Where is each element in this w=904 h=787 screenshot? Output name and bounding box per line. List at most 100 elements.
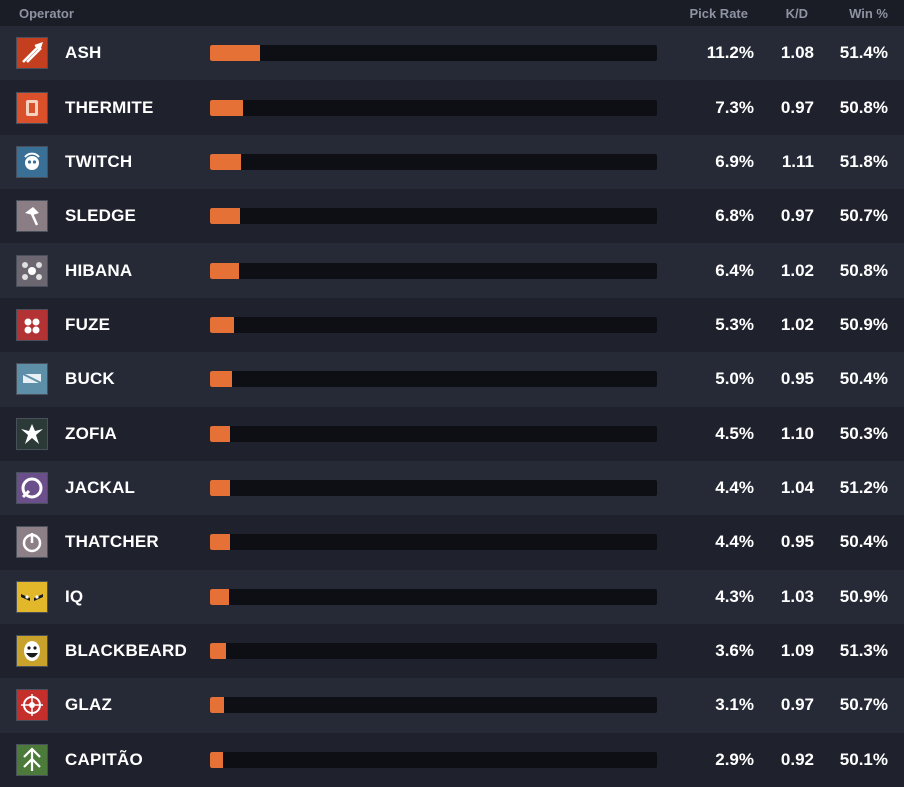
table-header: Operator Pick Rate K/D Win %: [0, 0, 904, 26]
pick-rate-bar-fill: [210, 153, 241, 170]
table-row[interactable]: CAPITÃO 2.9% 0.92 50.1%: [0, 732, 904, 787]
kd-value: 0.95: [780, 532, 814, 552]
pick-rate-bar: [210, 208, 657, 225]
table-row[interactable]: HIBANA 6.4% 1.02 50.8%: [0, 243, 904, 298]
kd-value: 0.97: [780, 206, 814, 226]
pick-rate-bar: [210, 751, 657, 768]
win-rate-value: 50.1%: [839, 749, 888, 769]
operator-name[interactable]: SLEDGE: [65, 206, 137, 226]
pick-rate-bar-fill: [210, 534, 230, 551]
operator-name[interactable]: HIBANA: [65, 260, 133, 280]
win-rate-value: 51.3%: [839, 641, 888, 661]
pick-rate-bar-fill: [210, 643, 226, 660]
pick-rate-bar: [210, 480, 657, 497]
win-rate-value: 51.8%: [839, 151, 888, 171]
win-rate-value: 50.7%: [839, 206, 888, 226]
iq-icon: [16, 580, 48, 613]
operator-name[interactable]: GLAZ: [65, 695, 113, 715]
table-row[interactable]: JACKAL 4.4% 1.04 51.2%: [0, 460, 904, 516]
pick-rate-bar-fill: [210, 99, 243, 116]
pick-rate-bar: [210, 534, 657, 551]
table-row[interactable]: SLEDGE 6.8% 0.97 50.7%: [0, 189, 904, 244]
zofia-icon: [16, 417, 48, 450]
pick-rate-value: 7.3%: [715, 97, 754, 117]
glaz-icon: [16, 689, 48, 722]
pick-rate-bar: [210, 425, 657, 442]
column-header-operator[interactable]: Operator: [19, 5, 74, 21]
table-row[interactable]: THATCHER 4.4% 0.95 50.4%: [0, 515, 904, 570]
kd-value: 0.95: [780, 369, 814, 389]
table-row[interactable]: THERMITE 7.3% 0.97 50.8%: [0, 80, 904, 135]
operator-name[interactable]: FUZE: [65, 314, 111, 334]
pick-rate-value: 4.4%: [715, 478, 754, 498]
fuze-icon: [16, 308, 48, 341]
operator-name[interactable]: THATCHER: [65, 532, 159, 552]
pick-rate-bar-fill: [210, 751, 223, 768]
win-rate-value: 50.8%: [839, 260, 888, 280]
thatcher-icon: [16, 526, 48, 559]
pick-rate-bar-fill: [210, 316, 234, 333]
pick-rate-value: 4.3%: [715, 586, 754, 606]
win-rate-value: 50.9%: [839, 314, 888, 334]
pick-rate-bar-fill: [210, 588, 229, 605]
kd-value: 1.10: [780, 423, 814, 443]
win-rate-value: 50.4%: [839, 532, 888, 552]
table-row[interactable]: BLACKBEARD 3.6% 1.09 51.3%: [0, 623, 904, 679]
kd-value: 1.02: [780, 260, 814, 280]
pick-rate-bar: [210, 697, 657, 714]
win-rate-value: 50.7%: [839, 695, 888, 715]
pick-rate-bar: [210, 371, 657, 388]
kd-value: 1.03: [780, 586, 814, 606]
pick-rate-bar: [210, 45, 657, 62]
pick-rate-bar: [210, 316, 657, 333]
kd-value: 0.97: [780, 97, 814, 117]
buck-icon: [16, 363, 48, 396]
operator-name[interactable]: IQ: [65, 586, 84, 606]
operator-name[interactable]: BLACKBEARD: [65, 641, 187, 661]
table-row[interactable]: FUZE 5.3% 1.02 50.9%: [0, 297, 904, 353]
kd-value: 1.02: [780, 314, 814, 334]
operator-name[interactable]: TWITCH: [65, 151, 133, 171]
win-rate-value: 50.4%: [839, 369, 888, 389]
pick-rate-bar: [210, 588, 657, 605]
pick-rate-bar-fill: [210, 45, 260, 62]
table-row[interactable]: BUCK 5.0% 0.95 50.4%: [0, 352, 904, 407]
pick-rate-bar-fill: [210, 208, 240, 225]
table-row[interactable]: ZOFIA 4.5% 1.10 50.3%: [0, 406, 904, 461]
column-header-kd[interactable]: K/D: [785, 5, 808, 21]
pick-rate-value: 5.3%: [715, 314, 754, 334]
table-row[interactable]: GLAZ 3.1% 0.97 50.7%: [0, 678, 904, 733]
kd-value: 1.09: [780, 641, 814, 661]
twitch-icon: [16, 145, 48, 178]
win-rate-value: 50.3%: [839, 423, 888, 443]
kd-value: 1.11: [781, 151, 814, 171]
hibana-icon: [16, 254, 48, 287]
column-header-pick-rate[interactable]: Pick Rate: [689, 5, 748, 21]
pick-rate-bar-fill: [210, 262, 239, 279]
pick-rate-value: 6.4%: [715, 260, 754, 280]
operator-name[interactable]: JACKAL: [65, 478, 136, 498]
operator-name[interactable]: CAPITÃO: [65, 749, 143, 769]
pick-rate-value: 5.0%: [715, 369, 754, 389]
win-rate-value: 50.9%: [839, 586, 888, 606]
pick-rate-value: 3.1%: [715, 695, 754, 715]
jackal-icon: [16, 472, 48, 505]
pick-rate-value: 6.9%: [715, 151, 754, 171]
pick-rate-value: 2.9%: [715, 749, 754, 769]
win-rate-value: 51.2%: [839, 478, 888, 498]
table-row[interactable]: TWITCH 6.9% 1.11 51.8%: [0, 134, 904, 190]
operator-name[interactable]: ASH: [65, 43, 102, 63]
operator-name[interactable]: BUCK: [65, 369, 115, 389]
operator-name[interactable]: THERMITE: [65, 97, 154, 117]
operator-name[interactable]: ZOFIA: [65, 423, 117, 443]
kd-value: 0.92: [780, 749, 814, 769]
pick-rate-bar-fill: [210, 697, 224, 714]
pick-rate-value: 4.5%: [715, 423, 754, 443]
pick-rate-bar-fill: [210, 371, 232, 388]
kd-value: 0.97: [780, 695, 814, 715]
pick-rate-bar: [210, 99, 657, 116]
win-rate-value: 51.4%: [839, 43, 888, 63]
table-row[interactable]: IQ 4.3% 1.03 50.9%: [0, 569, 904, 624]
table-row[interactable]: ASH 11.2% 1.08 51.4%: [0, 26, 904, 81]
column-header-win[interactable]: Win %: [849, 5, 888, 21]
